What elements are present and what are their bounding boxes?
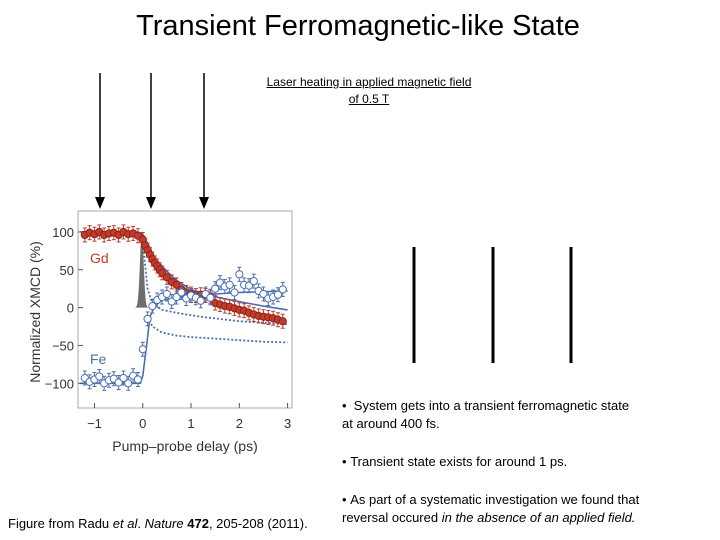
fit-line-fe-dotted	[146, 316, 288, 344]
caption-post: , 205-208 (2011).	[208, 516, 308, 531]
bullet-1: • System gets into a transient ferromagn…	[342, 397, 629, 433]
series-label-fe: Fe	[90, 351, 107, 367]
y-tick-label: −50	[52, 338, 74, 353]
fit-line-gd-dotted	[140, 231, 288, 326]
data-point-fe	[278, 285, 287, 294]
x-tick-label: 2	[236, 416, 243, 431]
series-label-gd: Gd	[90, 250, 109, 266]
y-tick-label: 0	[67, 301, 74, 316]
field-note: Laser heating in applied magnetic field …	[240, 74, 498, 108]
y-tick-label: 100	[52, 225, 74, 240]
data-point-fe	[249, 277, 258, 286]
x-tick-label: 1	[187, 416, 194, 431]
data-point-fe	[138, 345, 147, 354]
caption-pre: Figure from Radu	[8, 516, 113, 531]
data-point-fe	[148, 301, 157, 311]
x-tick-label: −1	[87, 416, 102, 431]
data-point-fe	[177, 288, 186, 297]
data-point-fe	[235, 270, 244, 279]
data-point-fe	[225, 280, 234, 290]
data-point-fe	[211, 284, 220, 293]
arrow-2	[146, 73, 156, 209]
pump-pulse	[130, 231, 154, 308]
data-point-fe	[133, 375, 143, 384]
bullet-1-line-2: at around 400 fs.	[342, 416, 440, 431]
arrow-1	[95, 73, 105, 209]
data-point-fe	[273, 290, 283, 299]
bullet-3: • As part of a systematic investigation …	[342, 491, 639, 527]
x-axis-label: Pump–probe delay (ps)	[112, 438, 258, 454]
bullet-marker: •	[342, 454, 347, 469]
data-point-fe	[230, 288, 239, 297]
bullet-marker: •	[342, 398, 347, 413]
x-tick-label: 0	[139, 416, 146, 431]
caption-mid: .	[137, 516, 145, 531]
data-point-fe	[143, 314, 152, 324]
plot-frame	[77, 210, 293, 409]
y-tick-label: −100	[45, 376, 74, 391]
field-note-line-2: of 0.5 T	[348, 92, 390, 106]
y-tick-label: 50	[60, 263, 74, 278]
xmcd-chart: −1 0 1 2 3 100 50 0 −50 −100 Gd Fe Pump–probe del…	[27, 210, 293, 454]
figure-caption: Figure from Radu et al. Nature 472, 205-…	[8, 516, 308, 531]
data-point-gd	[278, 317, 287, 326]
bullet-1-line-1: System gets into a transient ferromagnet…	[353, 398, 630, 413]
data-point-fe	[206, 293, 215, 302]
data-point-fe	[124, 379, 133, 388]
bullet-2-line-1: Transient state exists for around 1 ps.	[350, 454, 568, 469]
field-note-line-1: Laser heating in applied magnetic field	[266, 75, 472, 89]
bullet-3-line-2-emphasis: in the absence of an applied field.	[441, 510, 636, 525]
caption-etal: et al	[112, 516, 138, 531]
caption-volume: 472	[187, 516, 209, 531]
data-point-fe	[95, 372, 104, 381]
x-tick-label: 3	[284, 416, 291, 431]
bullet-marker: •	[342, 492, 347, 507]
arrow-3	[199, 73, 209, 209]
bullet-3-line-2-text: reversal occured	[342, 510, 442, 525]
data-point-fe	[162, 289, 171, 299]
y-axis-label: Normalized XMCD (%)	[27, 241, 43, 383]
bullet-3-line-1: As part of a systematic investigation we…	[350, 492, 640, 507]
caption-journal: Nature	[144, 516, 184, 531]
slide-title: Transient Ferromagnetic-like State	[136, 10, 580, 42]
bullet-2: • Transient state exists for around 1 ps…	[342, 453, 567, 471]
data-point-fe	[119, 373, 128, 383]
data-point-fe	[196, 296, 205, 305]
